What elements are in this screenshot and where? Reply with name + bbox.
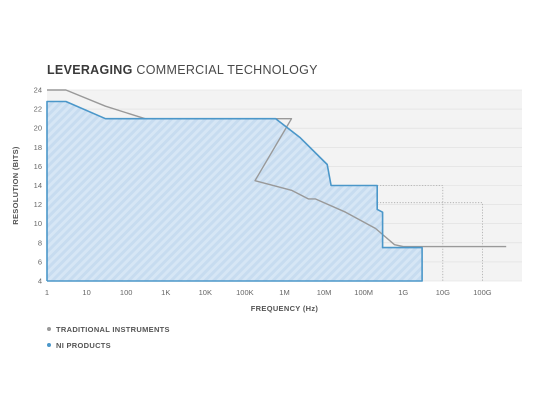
y-tick-labels: 4 6 8 10 12 14 16 18 20 22 24 <box>34 86 42 286</box>
legend-label-ni: NI PRODUCTS <box>56 341 111 350</box>
x-tick-label: 10 <box>82 288 90 297</box>
chart-title-bold: LEVERAGING <box>47 63 133 77</box>
reference-line <box>377 202 483 281</box>
x-tick-label: 10G <box>436 288 450 297</box>
x-axis-label: FREQUENCY (Hz) <box>251 304 319 313</box>
legend-marker-traditional <box>47 327 51 332</box>
x-tick-label: 1M <box>279 288 289 297</box>
x-tick-labels: 1 10 100 1K 10K 100K 1M 10M 100M 1G 10G 100G <box>45 288 492 297</box>
x-tick-label: 100M <box>354 288 373 297</box>
legend-marker-ni <box>47 343 51 348</box>
legend-label-traditional: TRADITIONAL INSTRUMENTS <box>56 325 170 334</box>
y-tick-label: 22 <box>34 105 42 114</box>
x-tick-label: 1 <box>45 288 49 297</box>
x-tick-label: 100K <box>236 288 254 297</box>
y-tick-label: 10 <box>34 219 42 228</box>
x-tick-label: 100 <box>120 288 133 297</box>
y-axis-label: RESOLUTION (BITS) <box>11 146 20 225</box>
ni-products-area <box>47 101 423 281</box>
x-tick-label: 10M <box>317 288 332 297</box>
y-tick-label: 14 <box>34 181 42 190</box>
ni-products-line <box>46 100 423 282</box>
legend-item-traditional: TRADITIONAL INSTRUMENTS <box>47 325 170 334</box>
y-tick-label: 6 <box>38 257 42 266</box>
legend-item-ni: NI PRODUCTS <box>47 341 111 350</box>
reference-line <box>377 185 444 281</box>
series-lines <box>46 89 507 282</box>
chart-title: LEVERAGING COMMERCIAL TECHNOLOGY <box>47 63 318 77</box>
chart-title-rest: COMMERCIAL TECHNOLOGY <box>132 63 318 77</box>
y-tick-label: 12 <box>34 200 42 209</box>
series-areas <box>47 101 423 281</box>
y-tick-label: 24 <box>34 86 42 95</box>
y-tick-label: 4 <box>38 277 42 286</box>
x-tick-label: 1K <box>161 288 170 297</box>
x-tick-label: 100G <box>473 288 492 297</box>
y-tick-label: 18 <box>34 143 42 152</box>
x-tick-label: 10K <box>199 288 212 297</box>
x-tick-label: 1G <box>398 288 408 297</box>
traditional-instruments-line <box>47 89 507 248</box>
y-tick-label: 20 <box>34 124 42 133</box>
y-tick-label: 8 <box>38 238 42 247</box>
y-tick-label: 16 <box>34 162 42 171</box>
reference-lines <box>377 185 483 281</box>
